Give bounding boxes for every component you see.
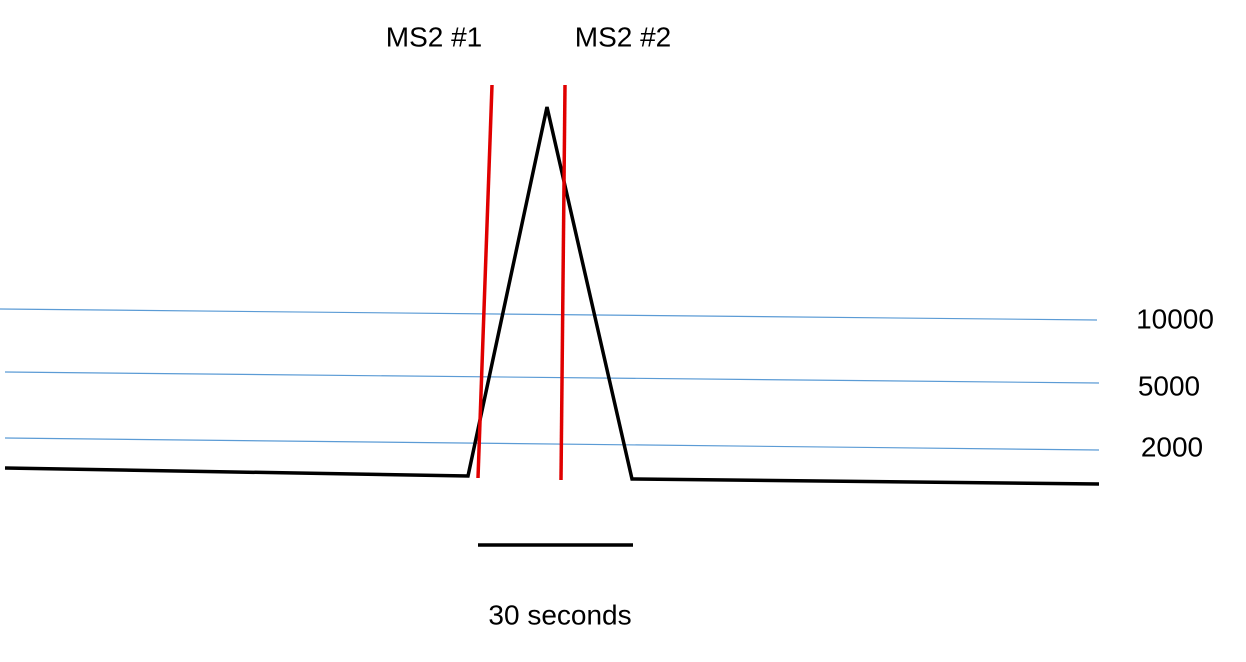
scale-bar-label: 30 seconds	[488, 599, 631, 630]
marker-label: MS2 #2	[575, 21, 672, 52]
threshold-line	[4, 437, 1100, 451]
threshold-label: 10000	[1136, 303, 1214, 334]
threshold-label: 2000	[1141, 431, 1203, 462]
threshold-label: 5000	[1138, 370, 1200, 401]
threshold-line	[0, 308, 1098, 321]
ms2-marker-line	[559, 84, 567, 481]
peak-trace	[4, 106, 1100, 486]
marker-label: MS2 #1	[386, 21, 483, 52]
threshold-line	[4, 371, 1100, 384]
ms2-marker-line	[476, 84, 494, 479]
